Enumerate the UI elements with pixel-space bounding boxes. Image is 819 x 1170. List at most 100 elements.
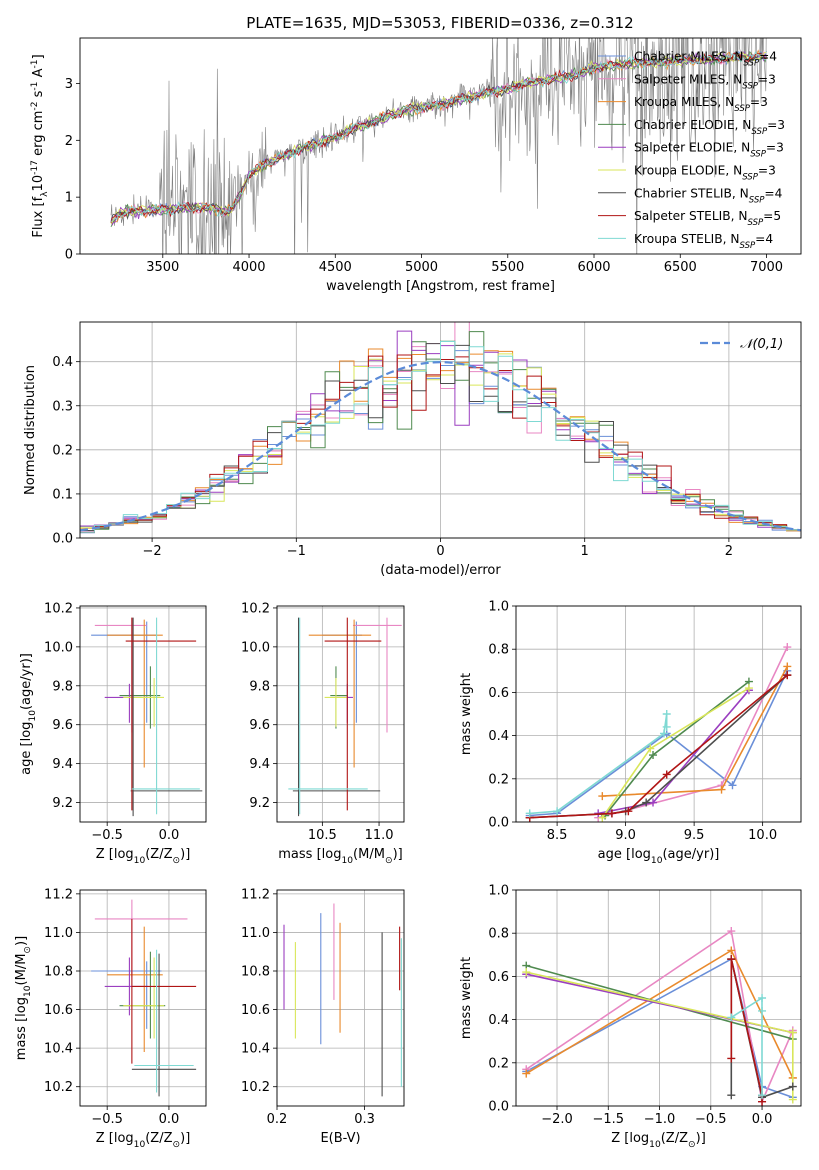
y-tick-label: 10.8: [241, 965, 270, 980]
axes-frame: [79, 889, 207, 1107]
weight-point-marker: [727, 1091, 736, 1100]
y-tick-label: 10.2: [241, 601, 270, 616]
y-tick-label: 10.2: [241, 1080, 270, 1095]
y-tick-label: 10.0: [44, 640, 73, 655]
y-tick-label: 9.8: [52, 679, 73, 694]
weight-point-marker: [598, 792, 607, 801]
x-axis-label: (data-model)/error: [380, 563, 501, 578]
x-tick-label: −2.0: [541, 1112, 573, 1127]
weight-point-marker: [659, 729, 668, 738]
y-axis-label: age [log10(age/yr)]: [19, 653, 38, 775]
legend-label: Kroupa ELODIE, NSSP=3: [634, 164, 776, 183]
y-axis-label: Flux [fλ10-17 erg cm-2 s-1 A-1]: [30, 54, 50, 237]
y-tick-label: 10.0: [241, 640, 270, 655]
data-spectrum-line: [110, 38, 767, 254]
y-tick-label: 10.4: [44, 1042, 73, 1057]
x-axis-label: Z [log10(Z/Z⊙)]: [96, 1131, 191, 1150]
x-tick-label: −1.0: [644, 1112, 676, 1127]
y-tick-label: 0.4: [488, 1013, 509, 1028]
y-tick-label: 0.1: [52, 487, 73, 502]
residuals-panel: −2 −1 0 1 2 0.0 0.1 0.2 0.3 0.4 (data-model)/error…: [23, 321, 802, 578]
weight-point-marker: [783, 671, 792, 680]
y-tick-label: 0.0: [488, 1100, 509, 1115]
y-tick-label: 0.4: [52, 355, 73, 370]
y-tick-label: 0.3: [52, 399, 73, 414]
axes-frame: [276, 889, 405, 1107]
y-tick-label: 10.6: [44, 1003, 73, 1018]
x-tick-label: −0.5: [695, 1112, 727, 1127]
y-axis-label: mass weight: [459, 957, 474, 1039]
x-tick-label: 10.0: [748, 828, 777, 843]
x-tick-label: 2: [725, 544, 733, 559]
y-axis-label: Normed distribution: [23, 365, 38, 495]
weight-point-marker: [783, 643, 792, 652]
y-tick-label: 3: [65, 77, 73, 92]
weight-point-marker: [788, 1095, 797, 1104]
x-tick-label: 0.3: [354, 1112, 375, 1127]
weight-point-marker: [727, 946, 736, 955]
y-tick-label: 11.0: [241, 926, 270, 941]
legend-label: Salpeter MILES, NSSP=3: [634, 72, 776, 91]
x-tick-label: −1.5: [592, 1112, 624, 1127]
x-tick-label: 0.0: [159, 828, 180, 843]
weight-point-marker: [646, 744, 655, 753]
y-tick-label: 9.4: [249, 757, 270, 772]
weight-point-marker: [607, 809, 616, 818]
y-tick-label: 0: [65, 248, 73, 263]
x-tick-label: −0.5: [91, 828, 123, 843]
y-tick-label: 10.4: [241, 1042, 270, 1057]
y-tick-label: 0.6: [488, 970, 509, 985]
weight-point-marker: [727, 1013, 736, 1022]
x-axis-label: wavelength [Angstrom, rest frame]: [326, 279, 555, 294]
x-tick-label: 9.0: [615, 828, 636, 843]
y-tick-label: 10.8: [44, 965, 73, 980]
axes-frame: [515, 889, 802, 1107]
x-tick-label: 0.0: [752, 1112, 773, 1127]
x-tick-label: 6500: [664, 260, 697, 275]
y-tick-label: 1.0: [488, 600, 509, 615]
x-tick-label: 8.5: [547, 828, 568, 843]
legend-label: 𝒩(0,1): [740, 337, 783, 352]
y-tick-label: 10.2: [44, 1080, 73, 1095]
x-tick-label: 7000: [750, 260, 783, 275]
x-axis-label: E(B-V): [320, 1131, 360, 1146]
weight-point-marker: [758, 1006, 767, 1015]
x-tick-label: −1: [287, 544, 306, 559]
axes-frame: [276, 605, 405, 823]
x-tick-label: −0.5: [91, 1112, 123, 1127]
y-tick-label: 0.8: [488, 643, 509, 658]
weight-point-marker: [642, 798, 651, 807]
legend-label: Chabrier ELODIE, NSSP=3: [634, 118, 785, 137]
weight-point-marker: [727, 955, 736, 964]
y-tick-label: 0.4: [488, 729, 509, 744]
x-tick-label: 0.0: [159, 1112, 180, 1127]
y-tick-label: 0.0: [52, 532, 73, 547]
y-tick-label: 11.2: [241, 887, 270, 902]
weight-point-marker: [662, 722, 671, 731]
x-tick-label: 5000: [405, 260, 438, 275]
y-tick-label: 2: [65, 134, 73, 149]
legend-label: Salpeter STELIB, NSSP=5: [634, 209, 781, 228]
weight-point-marker: [662, 770, 671, 779]
y-tick-label: 0.2: [488, 1056, 509, 1071]
weight-point-marker: [522, 968, 531, 977]
weight-point-marker: [744, 684, 753, 693]
y-tick-label: 10.6: [241, 1003, 270, 1018]
model-spectrum-line: [110, 51, 767, 222]
age-vs-metallicity-panel: −0.5 0.0 9.2 9.4 9.6 9.8 10.0 10.2 Z [log10(Z/Z⊙…: [19, 601, 207, 866]
y-tick-label: 0.2: [52, 443, 73, 458]
x-axis-label: mass [log10(M/M⊙)]: [278, 847, 402, 866]
residual-histogram-kroupa-stelib: [80, 341, 801, 533]
weight-series-line: [730, 996, 763, 1096]
x-axis-label: age [log10(age/yr)]: [598, 847, 720, 866]
weight-point-marker: [522, 1069, 531, 1078]
y-tick-label: 0.8: [488, 927, 509, 942]
weight-series-line: [601, 687, 750, 819]
normal-distribution-curve: [79, 360, 802, 532]
y-tick-label: 9.2: [52, 796, 73, 811]
age-vs-mass-panel: 10.5 11.0 9.2 9.4 9.6 9.8 10.0 10.2 mass [log10(…: [241, 601, 405, 866]
x-tick-label: 3500: [146, 260, 179, 275]
y-tick-label: 1.0: [488, 884, 509, 899]
x-axis-label: Z [log10(Z/Z⊙)]: [96, 847, 191, 866]
